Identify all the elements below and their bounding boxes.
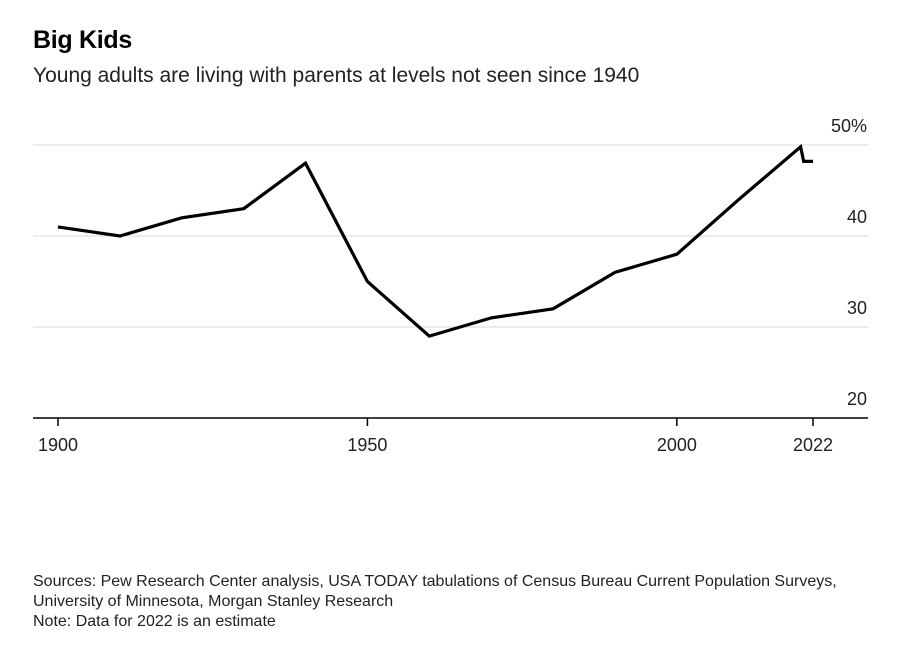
sources-note: Sources: Pew Research Center analysis, U… xyxy=(33,573,837,610)
x-tick-label-1950: 1950 xyxy=(347,435,387,455)
y-tick-label-50: 50% xyxy=(831,116,867,136)
estimate-note: Note: Data for 2022 is an estimate xyxy=(33,613,276,630)
y-tick-label-20: 20 xyxy=(847,389,867,409)
x-tick-label-1900: 1900 xyxy=(38,435,78,455)
chart-footer: Sources: Pew Research Center analysis, U… xyxy=(33,572,903,632)
series-line-0 xyxy=(57,143,813,338)
y-tick-label-40: 40 xyxy=(847,207,867,227)
y-tick-label-30: 30 xyxy=(847,298,867,318)
chart-subtitle: Young adults are living with parents at … xyxy=(33,64,640,87)
x-tick-label-2022: 2022 xyxy=(793,435,833,455)
x-tick-label-2000: 2000 xyxy=(657,435,697,455)
chart-title: Big Kids xyxy=(33,26,132,54)
